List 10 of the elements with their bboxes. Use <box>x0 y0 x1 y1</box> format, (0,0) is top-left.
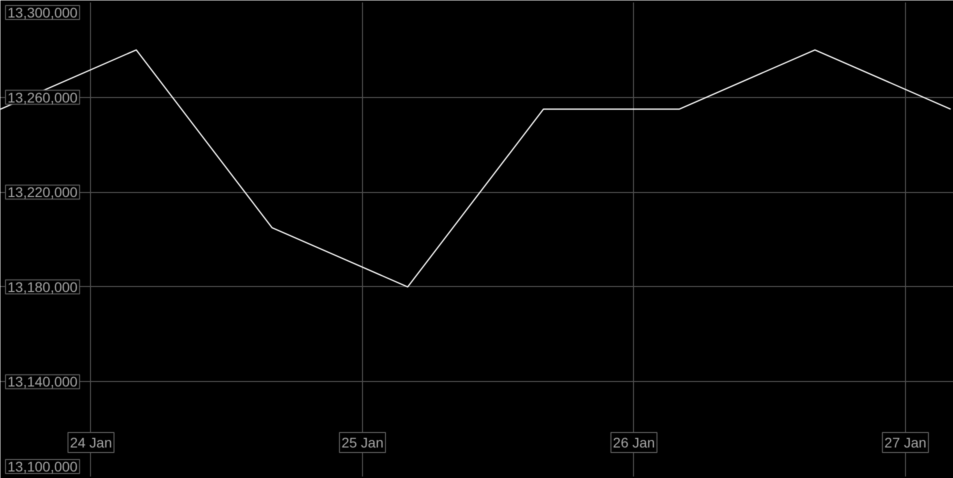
x-tick-label: 27 Jan <box>884 434 926 450</box>
y-tick-label: 13,140,000 <box>8 374 78 390</box>
y-tick-label: 13,100,000 <box>8 458 78 474</box>
x-tick-label: 26 Jan <box>612 434 655 450</box>
x-tick-label: 24 Jan <box>70 434 112 450</box>
y-tick-label: 13,220,000 <box>8 184 78 200</box>
y-tick-label: 13,180,000 <box>8 278 78 295</box>
x-tick-label: 25 Jan <box>341 434 384 450</box>
y-tick-label: 13,260,000 <box>8 89 78 106</box>
y-tick-label: 13,300,000 <box>8 4 78 20</box>
